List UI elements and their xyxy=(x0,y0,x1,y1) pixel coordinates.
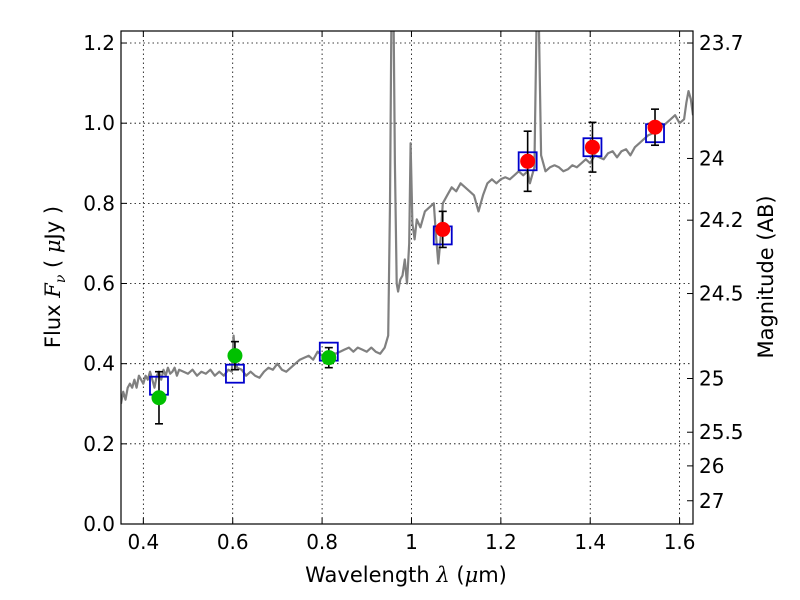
spectrum-layer xyxy=(121,31,693,404)
y-tick-label: 1.2 xyxy=(83,31,115,55)
y2-tick-label: 25 xyxy=(699,367,724,391)
x-tick-label: 0.6 xyxy=(217,530,249,554)
y2-tick-label: 24.5 xyxy=(699,282,744,306)
photometry-point xyxy=(520,153,536,169)
photometry-point xyxy=(647,119,663,135)
x-tick-label: 1.2 xyxy=(485,530,517,554)
y-tick-label: 0.4 xyxy=(83,352,115,376)
spectrum-line xyxy=(121,31,693,404)
y-tick-label: 0.0 xyxy=(83,512,115,536)
photometry-point xyxy=(435,221,451,237)
y-tick-label: 1.0 xyxy=(83,111,115,135)
x-tick-label: 1.4 xyxy=(574,530,606,554)
y2-tick-label: 23.7 xyxy=(699,31,744,55)
photometry-point xyxy=(584,139,600,155)
y2-axis: 23.7 24 24.2 24.5 25 25.5 26 27 xyxy=(687,31,744,513)
x-axis: 0.4 0.6 0.8 1 1.2 1.4 1.6 xyxy=(127,31,696,554)
y-axis: 0.0 0.2 0.4 0.6 0.8 1.0 1.2 xyxy=(83,31,127,536)
plot-frame xyxy=(120,30,694,525)
x-axis-label: Wavelength λ (μm) xyxy=(305,563,507,587)
markers-layer xyxy=(149,108,665,425)
y2-tick-label: 25.5 xyxy=(699,420,744,444)
y-tick-label: 0.6 xyxy=(83,272,115,296)
y-tick-label: 0.8 xyxy=(83,191,115,215)
photometry-point xyxy=(227,348,243,364)
x-tick-label: 0.4 xyxy=(127,530,159,554)
x-tick-label: 0.8 xyxy=(306,530,338,554)
y2-tick-label: 27 xyxy=(699,489,724,513)
photometry-point xyxy=(151,390,167,406)
y-tick-label: 0.2 xyxy=(83,432,115,456)
x-tick-label: 1 xyxy=(405,530,418,554)
photometry-point xyxy=(321,350,337,366)
y-axis-label: Flux Fν ( μJy ) xyxy=(41,206,69,348)
x-tick-label: 1.6 xyxy=(664,530,696,554)
y2-tick-label: 24.2 xyxy=(699,208,744,232)
grid xyxy=(121,31,693,525)
y2-axis-label: Magnitude (AB) xyxy=(754,195,778,358)
y2-tick-label: 26 xyxy=(699,454,724,478)
y2-tick-label: 24 xyxy=(699,146,724,170)
